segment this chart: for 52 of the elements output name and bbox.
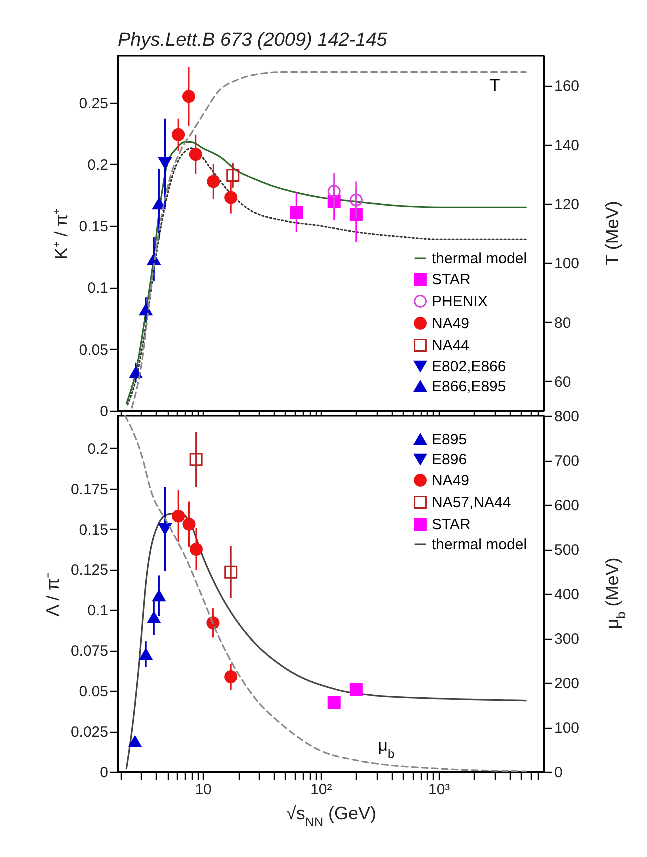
annotation: μ$_{b}$ [378,736,395,762]
legend-label: E866,E895 [432,378,506,396]
legend-label: thermal model [432,536,528,554]
y-tick-label: 0.2 [88,156,108,174]
legend-label: E802,E866 [432,358,506,376]
y-axis-title: K⁺ / π⁺ [51,208,72,260]
y-tick-label: 0.2 [88,440,108,458]
y2-tick-label: 700 [554,453,580,470]
y2-tick-label: 500 [554,542,580,559]
y-tick-label: 0.05 [79,684,108,701]
y2-tick-label: 120 [554,196,580,214]
x-tick-label: 10² [310,782,332,798]
legend-label: STAR [432,272,472,288]
x-tick-label: 10 [195,782,212,798]
y2-tick-label: 100 [554,256,580,273]
legend-label: STAR [432,516,472,534]
y-tick-label: 0 [100,764,108,782]
y2-tick-label: 140 [554,137,580,154]
chart-title: Phys.Lett.B 673 (2009) 142-145 [118,30,388,51]
y2-axis-title: T (MeV) [602,201,622,266]
y2-tick-label: 80 [554,314,572,332]
y-axis-title: Λ / π⁻ [42,572,63,617]
y-tick-label: 0.05 [79,342,108,359]
y2-tick-label: 600 [554,498,580,514]
y2-tick-label: 0 [554,764,563,782]
y-tick-label: 0.15 [79,218,108,236]
y2-tick-label: 200 [554,676,580,692]
y2-tick-label: 100 [554,720,580,737]
annotation: T [490,76,500,96]
y-tick-label: 0.15 [79,522,108,539]
y-tick-label: 0.25 [79,95,108,112]
y-tick-label: 0.175 [70,481,108,498]
y2-tick-label: 400 [554,586,580,604]
x-tick-label: 10³ [428,782,450,798]
legend-label: NA44 [432,338,470,354]
legend-label: E895 [432,432,468,448]
y2-tick-label: 300 [554,631,580,648]
legend-label: PHENIX [432,294,488,310]
legend-label: NA57,NA44 [432,494,512,512]
y-tick-label: 0.025 [70,724,108,742]
legend-label: thermal model [432,250,528,268]
y-tick-label: 0.1 [88,280,108,298]
x-axis-title: √s$_{NN}$ (GeV) [286,804,377,830]
y2-tick-label: 800 [554,408,580,426]
y2-tick-label: 60 [554,374,572,391]
y-tick-label: 0.125 [70,562,108,580]
y2-tick-label: 160 [554,78,580,96]
legend-label: NA49 [432,472,470,490]
legend-label: NA49 [432,316,470,332]
legend-label: E896 [432,452,468,468]
y-tick-label: 0.075 [70,643,108,660]
y-tick-label: 0.1 [88,602,108,620]
